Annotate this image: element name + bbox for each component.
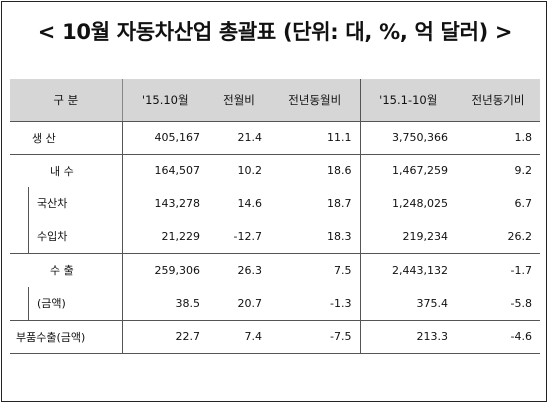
cell-mom: 10.2	[208, 153, 270, 187]
cell-oct: 143,278	[154, 197, 201, 210]
table-row: 수 출 259,306 26.3 7.5 2,443,132 -1.7	[10, 253, 540, 287]
cell-mom: 7.4	[208, 319, 270, 354]
row-label: 내 수	[10, 153, 123, 187]
table-row: 생 산 405,167 21.4 11.1 3,750,366 1.8	[10, 121, 540, 154]
cell-yoy: 18.6	[270, 153, 360, 187]
cell-oct: 22.7	[122, 319, 208, 354]
cell-oct: 38.5	[175, 296, 201, 310]
row-label: (금액)	[28, 286, 122, 320]
cell-ytd: 3,750,366	[359, 121, 456, 154]
cell-mom: 14.6	[237, 197, 263, 210]
header-ytd-yoy: 전년동기비	[456, 79, 540, 122]
cell-ytd: 375.4	[359, 286, 456, 320]
page-title: < 10월 자동차산업 총괄표 (단위: 대, %, 억 달러) >	[37, 20, 513, 44]
cell-ytd: 1,467,259	[359, 153, 456, 187]
cell-yoy: 11.1	[327, 131, 352, 144]
summary-table: 구 분 '15.10월 전월비 전년동월비 '15.1-10월 전년동기비 생 …	[10, 79, 540, 354]
cell-ytd: 2,443,132	[359, 253, 456, 287]
cell-oct: 259,306	[122, 253, 208, 287]
header-row: 구 분 '15.10월 전월비 전년동월비 '15.1-10월 전년동기비	[10, 79, 540, 122]
cell-ytd: 219,234	[359, 220, 456, 254]
header-mom: 전월비	[208, 79, 270, 122]
table-row: 내 수 164,507 10.2 18.6 1,467,259 9.2	[10, 153, 540, 187]
table-row: 국산차 143,278 14.6 18.7 1,248,025 6.7	[10, 187, 540, 220]
cell-ytd-yoy: 9.2	[456, 153, 540, 187]
cell-oct: 164,507	[122, 153, 208, 187]
table-row: (금액) 38.5 20.7 -1.3 375.4 -5.8	[10, 286, 540, 320]
header-yoy: 전년동월비	[270, 79, 360, 122]
cell-mom: 20.7	[237, 296, 263, 310]
cell-ytd-yoy: -5.8	[510, 296, 532, 310]
cell-ytd: 213.3	[359, 319, 456, 354]
header-oct: '15.10월	[122, 79, 208, 122]
cell-oct: 405,167	[154, 131, 201, 144]
cell-ytd-yoy: 1.8	[514, 131, 533, 144]
cell-ytd: 1,248,025	[359, 187, 456, 220]
cell-mom: 26.3	[208, 253, 270, 287]
row-label: 부품수출(금액)	[10, 319, 123, 354]
cell-mom: -12.7	[233, 230, 262, 243]
header-ytd: '15.1-10월	[359, 79, 456, 122]
cell-yoy: -1.3	[330, 296, 352, 310]
cell-oct: 21,229	[161, 230, 201, 243]
row-label: 수 출	[10, 253, 123, 287]
cell-mom: 21.4	[237, 131, 263, 144]
table-row: 부품수출(금액) 22.7 7.4 -7.5 213.3 -4.6	[10, 319, 540, 354]
table-row: 수입차 21,229 -12.7 18.3 219,234 26.2	[10, 220, 540, 254]
row-label: 수입차	[28, 220, 122, 253]
header-category: 구 분	[10, 79, 123, 122]
cell-yoy: 18.3	[327, 230, 352, 243]
cell-yoy: 7.5	[270, 253, 360, 287]
row-label: 생 산	[10, 121, 123, 154]
cell-yoy: 18.7	[327, 197, 352, 210]
cell-yoy: -7.5	[270, 319, 360, 354]
cell-ytd-yoy: 26.2	[507, 230, 533, 243]
cell-ytd-yoy: 6.7	[514, 197, 533, 210]
row-label: 국산차	[28, 187, 122, 220]
cell-ytd-yoy: -4.6	[456, 319, 540, 354]
cell-ytd-yoy: -1.7	[456, 253, 540, 287]
